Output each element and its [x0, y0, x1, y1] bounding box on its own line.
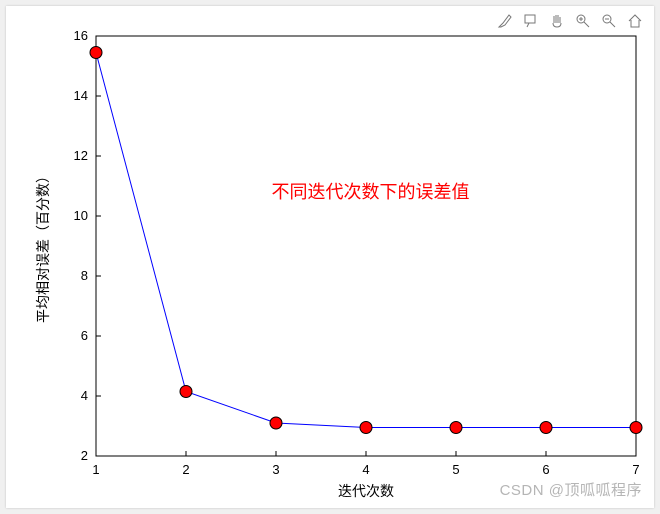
y-tick-label: 16 [74, 28, 88, 43]
figure-toolbar [496, 12, 644, 30]
x-tick-label: 7 [632, 462, 639, 477]
series-marker [630, 422, 642, 434]
y-tick-label: 12 [74, 148, 88, 163]
zoom-in-icon[interactable] [574, 12, 592, 30]
series-marker [450, 422, 462, 434]
x-tick-label: 1 [92, 462, 99, 477]
series-marker [180, 386, 192, 398]
home-icon[interactable] [626, 12, 644, 30]
series-marker [90, 47, 102, 59]
figure-window: 1234567246810121416迭代次数平均相对误差（百分数）不同迭代次数… [6, 6, 654, 508]
y-tick-label: 14 [74, 88, 88, 103]
y-tick-label: 8 [81, 268, 88, 283]
series-marker [270, 417, 282, 429]
y-tick-label: 4 [81, 388, 88, 403]
axes-box [96, 36, 636, 456]
annotation-text: 不同迭代次数下的误差值 [272, 182, 470, 202]
series-marker [540, 422, 552, 434]
x-tick-label: 2 [182, 462, 189, 477]
pan-icon[interactable] [548, 12, 566, 30]
x-axis-label: 迭代次数 [338, 483, 394, 499]
x-tick-label: 5 [452, 462, 459, 477]
data-tip-icon[interactable] [522, 12, 540, 30]
x-tick-label: 4 [362, 462, 369, 477]
y-tick-label: 10 [74, 208, 88, 223]
y-axis-label: 平均相对误差（百分数） [35, 169, 51, 323]
zoom-out-icon[interactable] [600, 12, 618, 30]
x-tick-label: 3 [272, 462, 279, 477]
y-tick-label: 6 [81, 328, 88, 343]
chart-axes: 1234567246810121416迭代次数平均相对误差（百分数）不同迭代次数… [6, 6, 654, 508]
y-tick-label: 2 [81, 448, 88, 463]
x-tick-label: 6 [542, 462, 549, 477]
series-marker [360, 422, 372, 434]
brush-icon[interactable] [496, 12, 514, 30]
